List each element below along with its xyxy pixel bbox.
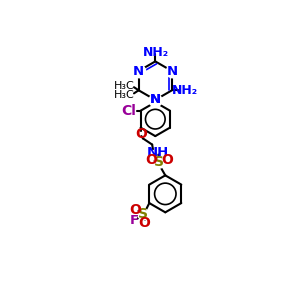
Text: O: O [136,127,147,141]
Text: F: F [129,214,139,226]
Text: O: O [161,153,173,167]
Text: N: N [150,93,161,106]
Text: S: S [154,155,164,169]
Text: H₃C: H₃C [114,90,134,100]
Text: NH₂: NH₂ [143,46,169,59]
Text: NH: NH [146,146,169,159]
Text: Cl: Cl [122,104,136,118]
Text: N: N [167,64,178,77]
Text: H₃C: H₃C [114,81,134,91]
Text: O: O [146,153,157,167]
Text: O: O [139,216,151,230]
Text: S: S [138,207,148,221]
Text: N: N [150,93,161,106]
Text: N: N [133,64,144,77]
Text: NH₂: NH₂ [172,84,198,97]
Text: O: O [130,203,141,217]
